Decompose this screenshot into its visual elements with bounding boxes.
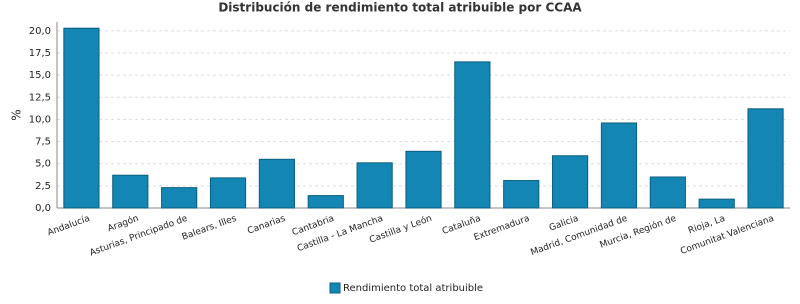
bar	[600, 122, 638, 209]
x-tick-label: Balears, Illes	[181, 214, 238, 243]
bar	[405, 150, 442, 209]
y-tick-label: 2,5	[35, 181, 51, 192]
y-axis-label: %	[10, 109, 24, 120]
bar	[356, 162, 393, 209]
y-tick-label: 20,0	[29, 26, 51, 37]
x-tick-label: Castilla - La Mancha	[296, 214, 385, 254]
bar	[209, 177, 247, 209]
bar	[258, 158, 295, 209]
bar	[307, 195, 344, 209]
bar	[63, 27, 100, 209]
bar	[698, 198, 735, 209]
legend-label: Rendimiento total atribuible	[343, 283, 483, 294]
x-tick-label: Canarias	[246, 214, 287, 237]
bar	[161, 187, 198, 209]
y-tick-label: 12,5	[29, 92, 51, 103]
bar	[649, 176, 686, 209]
chart-title: Distribución de rendimiento total atribu…	[218, 1, 582, 15]
y-tick-label: 15,0	[29, 70, 51, 81]
x-tick-label: Andalucía	[46, 214, 91, 239]
x-tick-label: Extremadura	[473, 214, 531, 243]
bar	[112, 174, 149, 209]
x-tick-label: Comunitat Valenciana	[679, 214, 775, 257]
x-tick-label: Aragón	[106, 213, 140, 234]
bar	[552, 155, 589, 209]
bar	[454, 61, 491, 209]
y-tick-label: 17,5	[29, 48, 51, 59]
y-tick-label: 0,0	[35, 203, 51, 214]
legend-swatch	[329, 282, 341, 294]
y-tick-label: 5,0	[35, 159, 51, 170]
x-tick-label: Galicia	[548, 214, 580, 234]
y-tick-label: 10,0	[29, 114, 51, 125]
bar	[503, 180, 540, 209]
y-tick-label: 7,5	[35, 137, 51, 148]
bar	[747, 108, 784, 209]
